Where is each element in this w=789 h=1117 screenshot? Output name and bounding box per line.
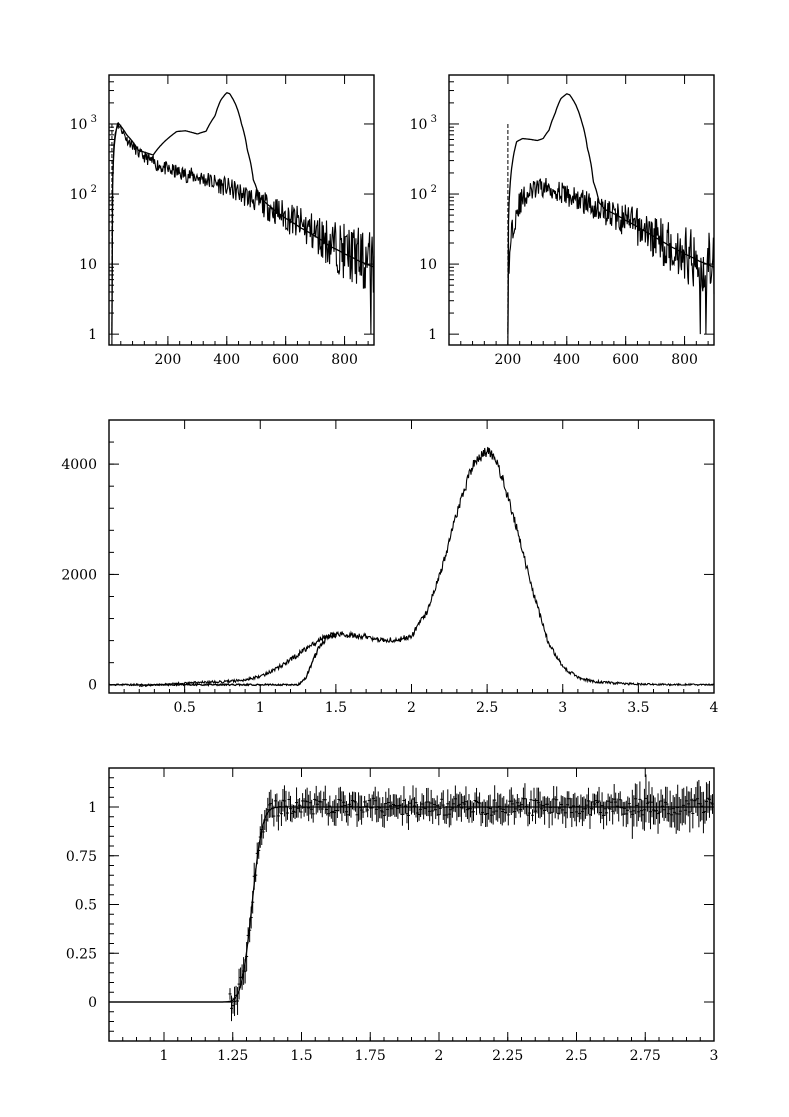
series-line-gated-spectrum	[111, 91, 375, 335]
series-line-gated-spectrum	[108, 631, 337, 687]
series-line-ungated-spectrum	[507, 177, 715, 346]
x-tick-label: 2.75	[630, 1048, 661, 1064]
x-tick-label: 1.75	[355, 1048, 386, 1064]
y-tick-label: 0.25	[66, 946, 97, 962]
x-tick-label: 4	[710, 700, 719, 716]
y-tick-exponent: 3	[87, 114, 97, 125]
x-tick-label: 1	[160, 1048, 169, 1064]
x-tick-label: 600	[272, 352, 299, 368]
efficiency-fit-curve	[109, 806, 714, 1003]
plot-frame	[108, 419, 715, 694]
y-tick-label: 0	[88, 995, 97, 1011]
x-tick-label: 1	[256, 700, 265, 716]
y-tick-label: 0.75	[66, 849, 97, 865]
y-tick-label: 1	[428, 327, 437, 343]
y-tick-label: 2000	[61, 567, 97, 583]
y-tick-exponent: 3	[427, 114, 437, 125]
series-line-ungated-spectrum	[111, 122, 375, 346]
y-tick-label: 4000	[61, 457, 97, 473]
y-tick-exponent: 2	[427, 184, 437, 195]
x-tick-label: 2	[407, 700, 416, 716]
y-tick-label: 10 2	[70, 184, 97, 203]
x-tick-label: 1.5	[290, 1048, 312, 1064]
x-tick-label: 800	[671, 352, 698, 368]
y-tick-label: 1	[88, 800, 97, 816]
x-tick-label: 400	[553, 352, 580, 368]
x-tick-label: 1.25	[217, 1048, 248, 1064]
x-tick-label: 2.5	[476, 700, 498, 716]
x-tick-label: 3	[558, 700, 567, 716]
y-tick-label: 1	[88, 327, 97, 343]
series-line-ungated-spectrum	[139, 446, 715, 688]
y-tick-label: 0.5	[75, 898, 97, 914]
y-tick-exponent: 2	[87, 184, 97, 195]
x-tick-label: 2	[435, 1048, 444, 1064]
x-tick-label: 200	[495, 352, 522, 368]
y-tick-base: 10	[70, 117, 88, 133]
y-tick-base: 10	[70, 187, 88, 203]
x-tick-label: 0.5	[173, 700, 195, 716]
x-tick-label: 1.5	[325, 700, 347, 716]
x-tick-label: 3.5	[627, 700, 649, 716]
y-tick-base: 10	[410, 117, 428, 133]
plot-frame	[108, 74, 375, 346]
y-tick-label: 0	[88, 678, 97, 694]
plot-frame	[108, 767, 715, 1042]
plot-frame	[448, 74, 715, 346]
x-tick-label: 2.25	[492, 1048, 523, 1064]
x-tick-label: 3	[710, 1048, 719, 1064]
x-tick-label: 400	[213, 352, 240, 368]
series-line-gated-spectrum	[507, 93, 715, 335]
x-tick-label: 600	[612, 352, 639, 368]
y-tick-label: 10 3	[410, 114, 437, 133]
panel-efficiency: 1 1.25 1.5 1.75 2 2.25 2.5 2.75 3 0 0.25 0.5 0.75 1	[66, 767, 719, 1064]
x-tick-label: 800	[331, 352, 358, 368]
x-tick-label: 200	[155, 352, 182, 368]
y-tick-label: 10	[419, 257, 437, 273]
x-tick-label: 2.5	[565, 1048, 587, 1064]
y-tick-base: 10	[410, 187, 428, 203]
y-tick-label: 10 3	[70, 114, 97, 133]
y-tick-label: 10 2	[410, 184, 437, 203]
y-tick-label: 10	[79, 257, 97, 273]
panel-energy-spectrum: 0.5 1 1.5 2 2.5 3 3.5 4 0 2000 4000	[61, 419, 719, 716]
